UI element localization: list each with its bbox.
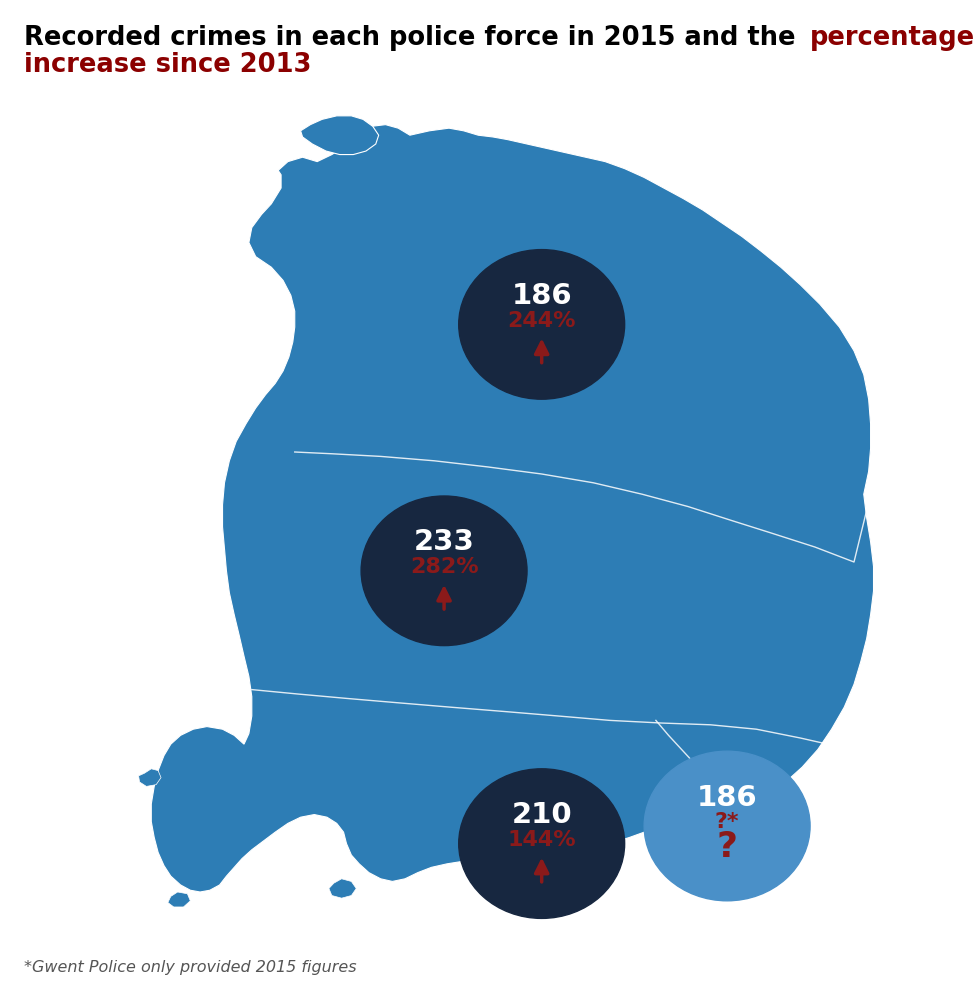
Text: 233: 233	[414, 528, 474, 556]
Text: 282%: 282%	[410, 557, 478, 577]
Text: 210: 210	[511, 801, 572, 829]
Text: increase since 2013: increase since 2013	[24, 52, 311, 78]
Text: ?*: ?*	[714, 812, 740, 832]
Text: 144%: 144%	[508, 830, 576, 850]
Text: *Gwent Police only provided 2015 figures: *Gwent Police only provided 2015 figures	[24, 960, 357, 975]
Text: 186: 186	[511, 282, 572, 310]
Polygon shape	[168, 892, 190, 907]
Polygon shape	[301, 116, 379, 155]
Polygon shape	[139, 769, 161, 786]
Text: percentage: percentage	[810, 25, 975, 51]
Circle shape	[644, 751, 810, 901]
Text: Recorded crimes in each police force in 2015 and the: Recorded crimes in each police force in …	[24, 25, 805, 51]
Text: 244%: 244%	[508, 311, 576, 331]
Circle shape	[459, 769, 625, 918]
Circle shape	[459, 250, 625, 399]
Text: ?: ?	[716, 830, 738, 864]
Polygon shape	[151, 122, 874, 892]
Text: 186: 186	[697, 784, 757, 812]
Polygon shape	[329, 879, 356, 898]
Circle shape	[361, 496, 527, 646]
